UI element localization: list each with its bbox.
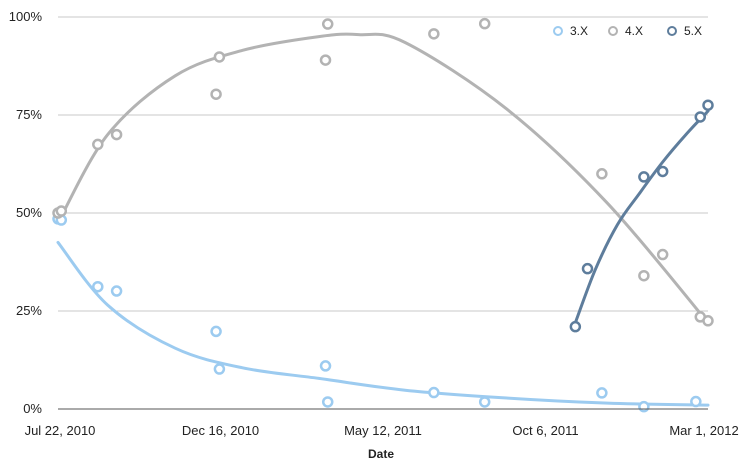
data-point-5x [694,111,707,123]
trend-line-4x [56,32,710,325]
data-point-4x [478,17,491,30]
trend-lines [56,32,710,407]
y-tick-label: 100% [9,9,43,24]
data-point-4x [596,168,608,180]
data-point-4x [428,28,440,40]
legend-marker [667,26,677,36]
data-point-4x [213,51,226,63]
data-point-3x [596,387,608,399]
data-point-3x [478,396,491,408]
legend-label: 5.X [684,24,702,38]
data-point-5x [702,99,714,111]
legend: 3.X 4.X 5.X [553,24,702,38]
y-tick-label: 0% [23,401,42,416]
data-point-4x [92,138,104,151]
x-axis-title: Date [368,447,394,461]
trend-line-5x [573,109,710,325]
legend-marker [608,26,618,36]
x-tick-label: Jul 22, 2010 [25,423,96,438]
data-point-5x [638,171,650,183]
legend-item-3x[interactable]: 3.X [553,24,588,38]
legend-marker [553,26,563,36]
data-point-4x [319,54,332,66]
data-point-3x [213,363,226,375]
axes: 0% 25% 50% 75% 100% Jul 22, 2010 Dec 16, 2010 M… [9,9,739,438]
data-point-3x [321,396,334,408]
data-point-4x [702,315,714,327]
data-point-3x [428,386,440,399]
gridlines [58,16,708,312]
y-tick-label: 50% [16,205,42,220]
y-tick-label: 75% [16,107,42,122]
trend-line-3x [56,240,710,407]
data-point-4x [55,205,68,217]
x-tick-label: Oct 6, 2011 [512,423,578,438]
data-point-3x [319,360,332,372]
legend-label: 3.X [570,24,588,38]
y-tick-label: 25% [16,303,42,318]
data-point-3x [110,285,123,297]
data-point-5x [656,165,669,178]
legend-label: 4.X [625,24,643,38]
x-tick-label: May 12, 2011 [344,423,422,438]
data-point-3x [210,325,222,338]
data-point-4x [321,18,334,30]
data-point-4x [638,269,650,282]
legend-item-4x[interactable]: 4.X [608,24,643,38]
data-point-3x [690,395,702,408]
data-point-4x [210,88,222,100]
data-point-4x [656,248,669,261]
data-points [52,17,714,413]
data-point-5x [581,262,594,275]
data-point-3x [92,280,104,293]
legend-item-5x[interactable]: 5.X [667,24,702,38]
data-point-3x [638,400,650,413]
data-point-5x [569,320,582,333]
data-point-4x [110,128,123,141]
x-tick-label: Mar 1, 2012 [669,423,738,438]
x-tick-label: Dec 16, 2010 [182,423,259,438]
